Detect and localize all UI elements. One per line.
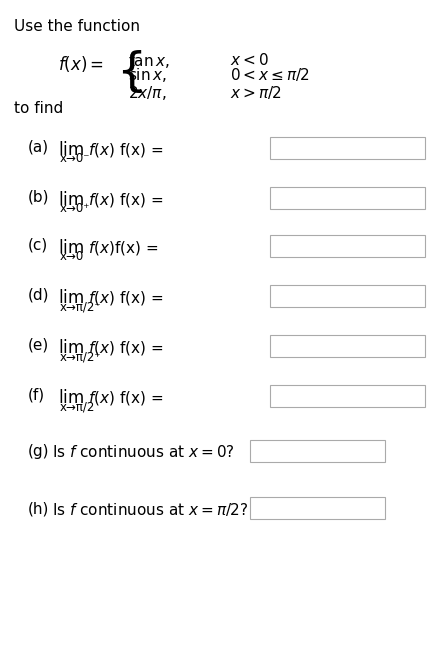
Text: {: { [116,50,146,95]
Text: $\lim$: $\lim$ [58,239,84,257]
Text: x→π/2: x→π/2 [60,400,95,413]
Text: (b): (b) [28,189,50,204]
Text: (d): (d) [28,287,50,302]
Text: to find: to find [14,101,63,116]
Text: $f(x)$ f(x) =: $f(x)$ f(x) = [88,339,164,357]
Text: Is $f$ continuous at $x = 0$?: Is $f$ continuous at $x = 0$? [52,444,235,460]
FancyBboxPatch shape [270,137,425,159]
Text: $f(x)$ f(x) =: $f(x)$ f(x) = [88,141,164,159]
Text: $f(x)$f(x) =: $f(x)$f(x) = [88,239,159,257]
FancyBboxPatch shape [250,440,385,462]
Text: x→0⁺: x→0⁺ [60,202,90,215]
FancyBboxPatch shape [270,335,425,357]
Text: (h): (h) [28,501,50,516]
Text: $f(x)$ f(x) =: $f(x)$ f(x) = [88,191,164,209]
Text: $2x/\pi,$: $2x/\pi,$ [128,84,167,102]
Text: x→0⁻: x→0⁻ [60,152,91,165]
Text: $x < 0$: $x < 0$ [230,52,269,68]
Text: $\mathrm{sin}\, x,$: $\mathrm{sin}\, x,$ [128,66,167,84]
Text: Is $f$ continuous at $x = \pi/2$?: Is $f$ continuous at $x = \pi/2$? [52,501,248,518]
FancyBboxPatch shape [270,187,425,209]
Text: $\lim$: $\lim$ [58,389,84,407]
FancyBboxPatch shape [250,497,385,519]
Text: (a): (a) [28,139,49,154]
Text: $\lim$: $\lim$ [58,339,84,357]
Text: $f(x)$ f(x) =: $f(x)$ f(x) = [88,289,164,307]
Text: Use the function: Use the function [14,19,140,34]
Text: $0 < x \leq \pi/2$: $0 < x \leq \pi/2$ [230,66,310,83]
Text: x→π/2⁺: x→π/2⁺ [60,350,102,363]
Text: $\mathrm{tan}\, x,$: $\mathrm{tan}\, x,$ [128,52,170,70]
Text: (g): (g) [28,444,50,459]
Text: $\lim$: $\lim$ [58,289,84,307]
Text: x→π/2⁻: x→π/2⁻ [60,300,102,313]
Text: (c): (c) [28,237,48,252]
FancyBboxPatch shape [270,235,425,257]
Text: x→0: x→0 [60,250,84,263]
FancyBboxPatch shape [270,285,425,307]
Text: $x > \pi/2$: $x > \pi/2$ [230,84,282,101]
FancyBboxPatch shape [270,385,425,407]
Text: $f(x) =$: $f(x) =$ [58,54,104,74]
Text: $\lim$: $\lim$ [58,191,84,209]
Text: (e): (e) [28,337,49,352]
Text: (f): (f) [28,387,45,402]
Text: $\lim$: $\lim$ [58,141,84,159]
Text: $f(x)$ f(x) =: $f(x)$ f(x) = [88,389,164,407]
